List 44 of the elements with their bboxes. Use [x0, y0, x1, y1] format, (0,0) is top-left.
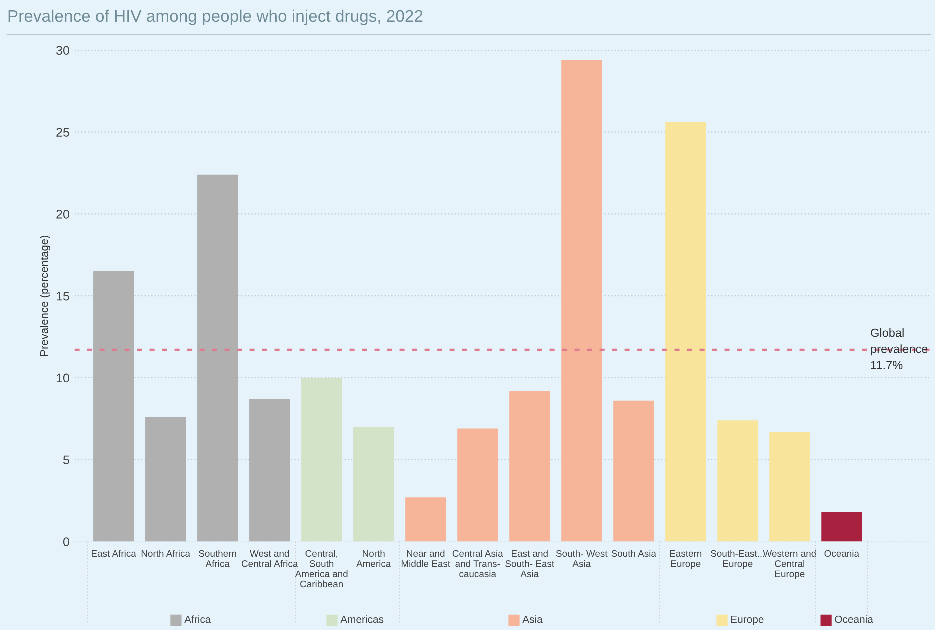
legend-label: Europe: [731, 616, 764, 626]
bar: [302, 378, 342, 542]
bar: [198, 174, 238, 542]
y-tick-label: 20: [56, 210, 70, 219]
y-tick-label: 25: [56, 128, 70, 137]
bar: [94, 272, 134, 542]
x-tick-label: Near and Middle East: [402, 550, 450, 568]
bar: [146, 417, 186, 542]
bar: [562, 60, 602, 542]
x-tick-label: Oceania: [824, 550, 860, 558]
y-tick-label: 0: [63, 538, 70, 546]
bar: [250, 399, 290, 542]
bar: [822, 512, 862, 542]
x-tick-label: South Asia: [612, 550, 656, 558]
bar: [614, 400, 654, 542]
ref-line-label: Global prevalence 11.7%: [871, 328, 928, 370]
y-tick-label: 15: [56, 292, 70, 301]
y-tick-label: 30: [56, 46, 70, 56]
x-tick-label: South- West Asia: [556, 550, 608, 568]
x-tick-label: West and Central Africa: [242, 550, 298, 568]
chart-title: Prevalence of HIV among people who inject drugs, 2022: [8, 10, 423, 26]
legend-label: Oceania: [835, 616, 874, 624]
x-tick-label: East and South- East Asia: [506, 550, 554, 578]
bar: [666, 122, 706, 542]
bar: [406, 498, 446, 542]
x-tick-label: South-East... Europe: [711, 550, 764, 570]
bar: [770, 432, 810, 542]
legend-label: Africa: [184, 616, 212, 624]
x-tick-label: Western and Central Europe: [763, 550, 816, 580]
x-tick-label: Southern Africa: [199, 550, 236, 568]
x-tick-label: North Africa: [142, 550, 190, 558]
x-tick-label: Central Asia and Trans- caucasia: [452, 550, 504, 578]
bar: [510, 391, 550, 542]
bar: [458, 428, 498, 542]
y-axis-title: Prevalence (percentage): [40, 236, 50, 356]
y-tick-label: 5: [63, 456, 70, 465]
x-tick-label: North America: [356, 550, 392, 568]
bar: [718, 420, 758, 542]
x-tick-label: East Africa: [92, 550, 136, 558]
legend-label: Asia: [522, 616, 543, 624]
legend-label: Americas: [340, 616, 384, 624]
bar: [354, 427, 394, 542]
x-tick-label: Eastern Europe: [670, 550, 702, 570]
y-tick-label: 10: [56, 374, 70, 383]
